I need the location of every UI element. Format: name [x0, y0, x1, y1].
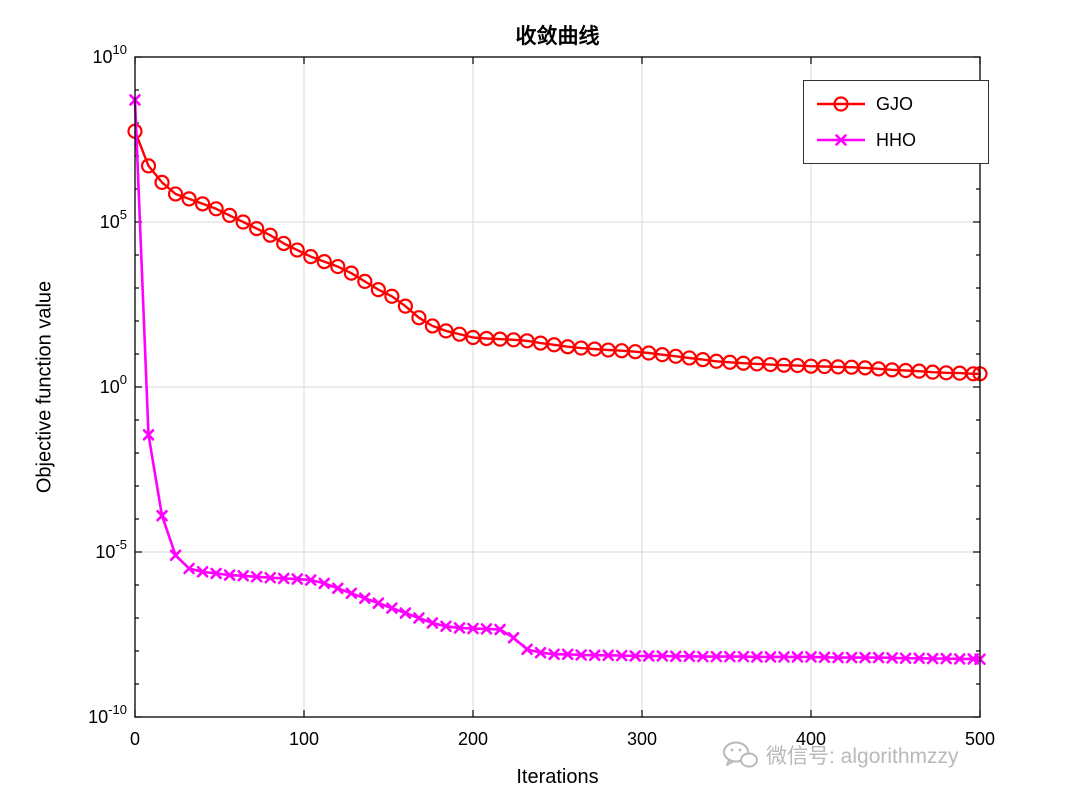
svg-text:0: 0: [130, 729, 140, 749]
series-line: [133, 99, 981, 661]
svg-text:400: 400: [796, 729, 826, 749]
axes-box: [134, 56, 981, 718]
legend-label-gjo: GJO: [876, 93, 914, 114]
watermark-text: 微信号: algorithmzzy: [766, 745, 959, 768]
y-axis-label: Objective function value: [33, 280, 56, 494]
x-axis-label: Iterations: [516, 766, 599, 788]
series-hho: [129, 94, 986, 666]
watermark: 微信号: algorithmzzy: [722, 740, 959, 770]
chart-title: 收敛曲线: [515, 25, 600, 48]
legend-line-sample: [817, 96, 865, 112]
legend-label-hho: HHO: [876, 129, 916, 150]
x-tick-labels: 0 100 200 300 400 500: [130, 729, 995, 749]
svg-text:10-10: 10-10: [88, 702, 127, 727]
series-gjo: [127, 123, 988, 382]
svg-text:1010: 1010: [93, 42, 128, 67]
grid: [135, 57, 980, 717]
svg-text:500: 500: [965, 729, 995, 749]
svg-text:105: 105: [100, 207, 127, 232]
legend: GJO HHO: [803, 80, 989, 164]
legend-line-sample: [817, 134, 865, 146]
svg-text:100: 100: [100, 372, 127, 397]
legend-sample-gjo: [814, 90, 868, 118]
y-tick-labels: 1010 105 100 10-5 10-10: [88, 42, 127, 727]
svg-text:200: 200: [458, 729, 488, 749]
svg-text:10-5: 10-5: [95, 537, 127, 562]
wechat-icon: [722, 740, 758, 770]
svg-text:100: 100: [289, 729, 319, 749]
svg-text:300: 300: [627, 729, 657, 749]
legend-item-gjo: GJO: [814, 88, 978, 120]
legend-item-hho: HHO: [814, 124, 978, 156]
legend-sample-hho: [814, 126, 868, 154]
